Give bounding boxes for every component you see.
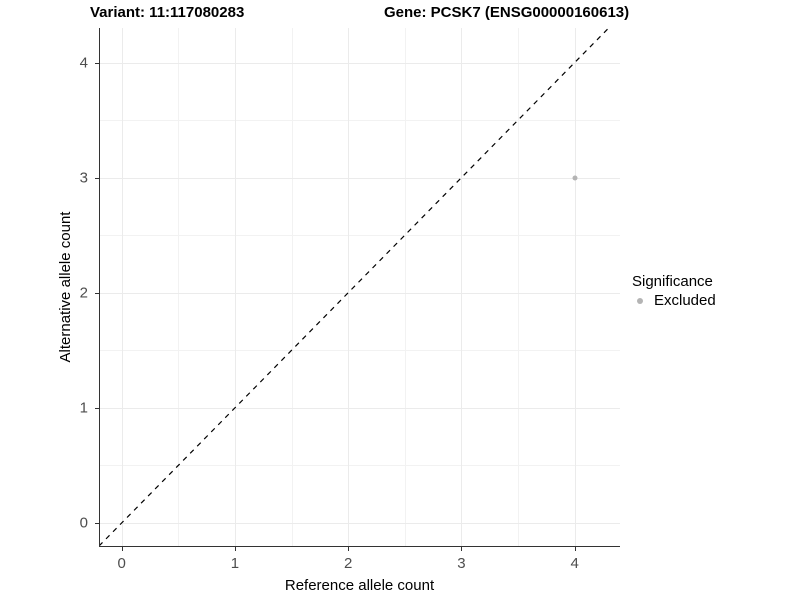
y-tick	[95, 62, 99, 64]
y-tick	[95, 407, 99, 409]
x-tick	[121, 547, 123, 551]
gridline-vertical	[461, 28, 462, 546]
y-tick-label: 0	[79, 514, 88, 532]
plot-panel	[99, 28, 620, 546]
gridline-horizontal	[99, 235, 620, 236]
gridline-vertical	[178, 28, 179, 546]
y-tick	[95, 522, 99, 524]
gridline-horizontal	[99, 408, 620, 409]
x-tick	[234, 547, 236, 551]
x-axis-label: Reference allele count	[284, 577, 435, 594]
variant-title: Variant: 11:117080283	[90, 4, 245, 21]
identity-reference-line	[99, 28, 620, 546]
x-tick-label: 4	[570, 555, 579, 572]
y-tick-label: 2	[79, 284, 88, 302]
gridline-vertical	[405, 28, 406, 546]
gridline-vertical	[348, 28, 349, 546]
x-tick	[348, 547, 350, 551]
gridline-horizontal	[99, 293, 620, 294]
x-axis-line	[99, 546, 620, 547]
gridline-vertical	[122, 28, 123, 546]
y-axis-line	[99, 28, 100, 546]
gridline-vertical	[518, 28, 519, 546]
legend-title: Significance	[632, 273, 713, 290]
gridline-vertical	[292, 28, 293, 546]
x-tick-label: 2	[344, 555, 353, 572]
gridline-horizontal	[99, 120, 620, 121]
gridline-horizontal	[99, 465, 620, 466]
gridline-horizontal	[99, 63, 620, 64]
x-tick-label: 0	[117, 555, 126, 572]
x-tick	[574, 547, 576, 551]
y-tick-label: 4	[79, 54, 88, 72]
gridline-vertical	[575, 28, 576, 546]
x-tick-label: 1	[230, 555, 240, 572]
y-axis-label: Alternative allele count	[57, 211, 74, 363]
legend-marker-icon	[632, 293, 648, 309]
gridline-vertical	[235, 28, 236, 546]
x-tick	[461, 547, 463, 551]
legend: Significance Excluded	[632, 272, 792, 310]
y-tick-label: 1	[79, 399, 88, 417]
gridline-horizontal	[99, 523, 620, 524]
legend-item[interactable]: Excluded	[632, 291, 792, 310]
gridline-horizontal	[99, 350, 620, 351]
gene-title: Gene: PCSK7 (ENSG00000160613)	[384, 4, 630, 21]
data-point	[572, 175, 578, 181]
y-tick	[95, 177, 99, 179]
y-tick	[95, 292, 99, 294]
legend-item-label: Excluded	[654, 292, 716, 309]
legend-items: Excluded	[632, 291, 792, 310]
y-tick-label: 3	[79, 169, 88, 187]
gridline-horizontal	[99, 178, 620, 179]
x-tick-label: 3	[457, 555, 466, 572]
